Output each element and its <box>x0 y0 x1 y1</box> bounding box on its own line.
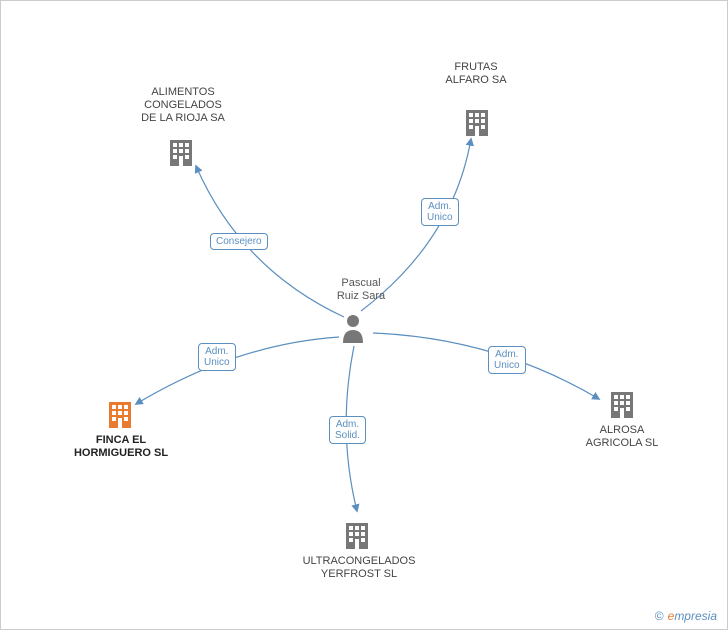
edge-finca <box>136 337 339 404</box>
company-label-ultra[interactable]: ULTRACONGELADOS YERFROST SL <box>294 555 424 581</box>
edge-alrosa <box>373 333 599 399</box>
building-icon <box>344 521 370 549</box>
company-icon-finca[interactable] <box>107 400 133 433</box>
company-icon-alrosa[interactable] <box>609 390 635 423</box>
person-label: Pascual Ruiz Sara <box>331 277 391 303</box>
edge-label-alimentos: Consejero <box>210 233 268 250</box>
person-icon-svg <box>341 313 365 343</box>
company-label-alimentos[interactable]: ALIMENTOS CONGELADOS DE LA RIOJA SA <box>128 86 238 126</box>
company-label-finca[interactable]: FINCA EL HORMIGUERO SL <box>56 434 186 460</box>
building-icon <box>464 108 490 136</box>
edge-label-frutas: Adm. Unico <box>421 198 459 226</box>
edge-label-finca: Adm. Unico <box>198 343 236 371</box>
edge-label-alrosa: Adm. Unico <box>488 346 526 374</box>
building-icon <box>107 400 133 428</box>
company-icon-ultra[interactable] <box>344 521 370 554</box>
company-label-frutas[interactable]: FRUTAS ALFARO SA <box>431 61 521 87</box>
brand-rest: mpresia <box>674 609 717 623</box>
building-icon <box>168 138 194 166</box>
company-icon-frutas[interactable] <box>464 108 490 141</box>
person-icon[interactable] <box>341 313 365 348</box>
diagram-canvas: Consejero Adm. Unico Adm. Unico Adm. Solid.… <box>0 0 728 630</box>
copyright-symbol: © <box>655 609 664 623</box>
company-icon-alimentos[interactable] <box>168 138 194 171</box>
copyright: ©empresia <box>655 609 717 623</box>
company-label-alrosa[interactable]: ALROSA AGRICOLA SL <box>577 424 667 450</box>
building-icon <box>609 390 635 418</box>
edge-label-ultra: Adm. Solid. <box>329 416 366 444</box>
